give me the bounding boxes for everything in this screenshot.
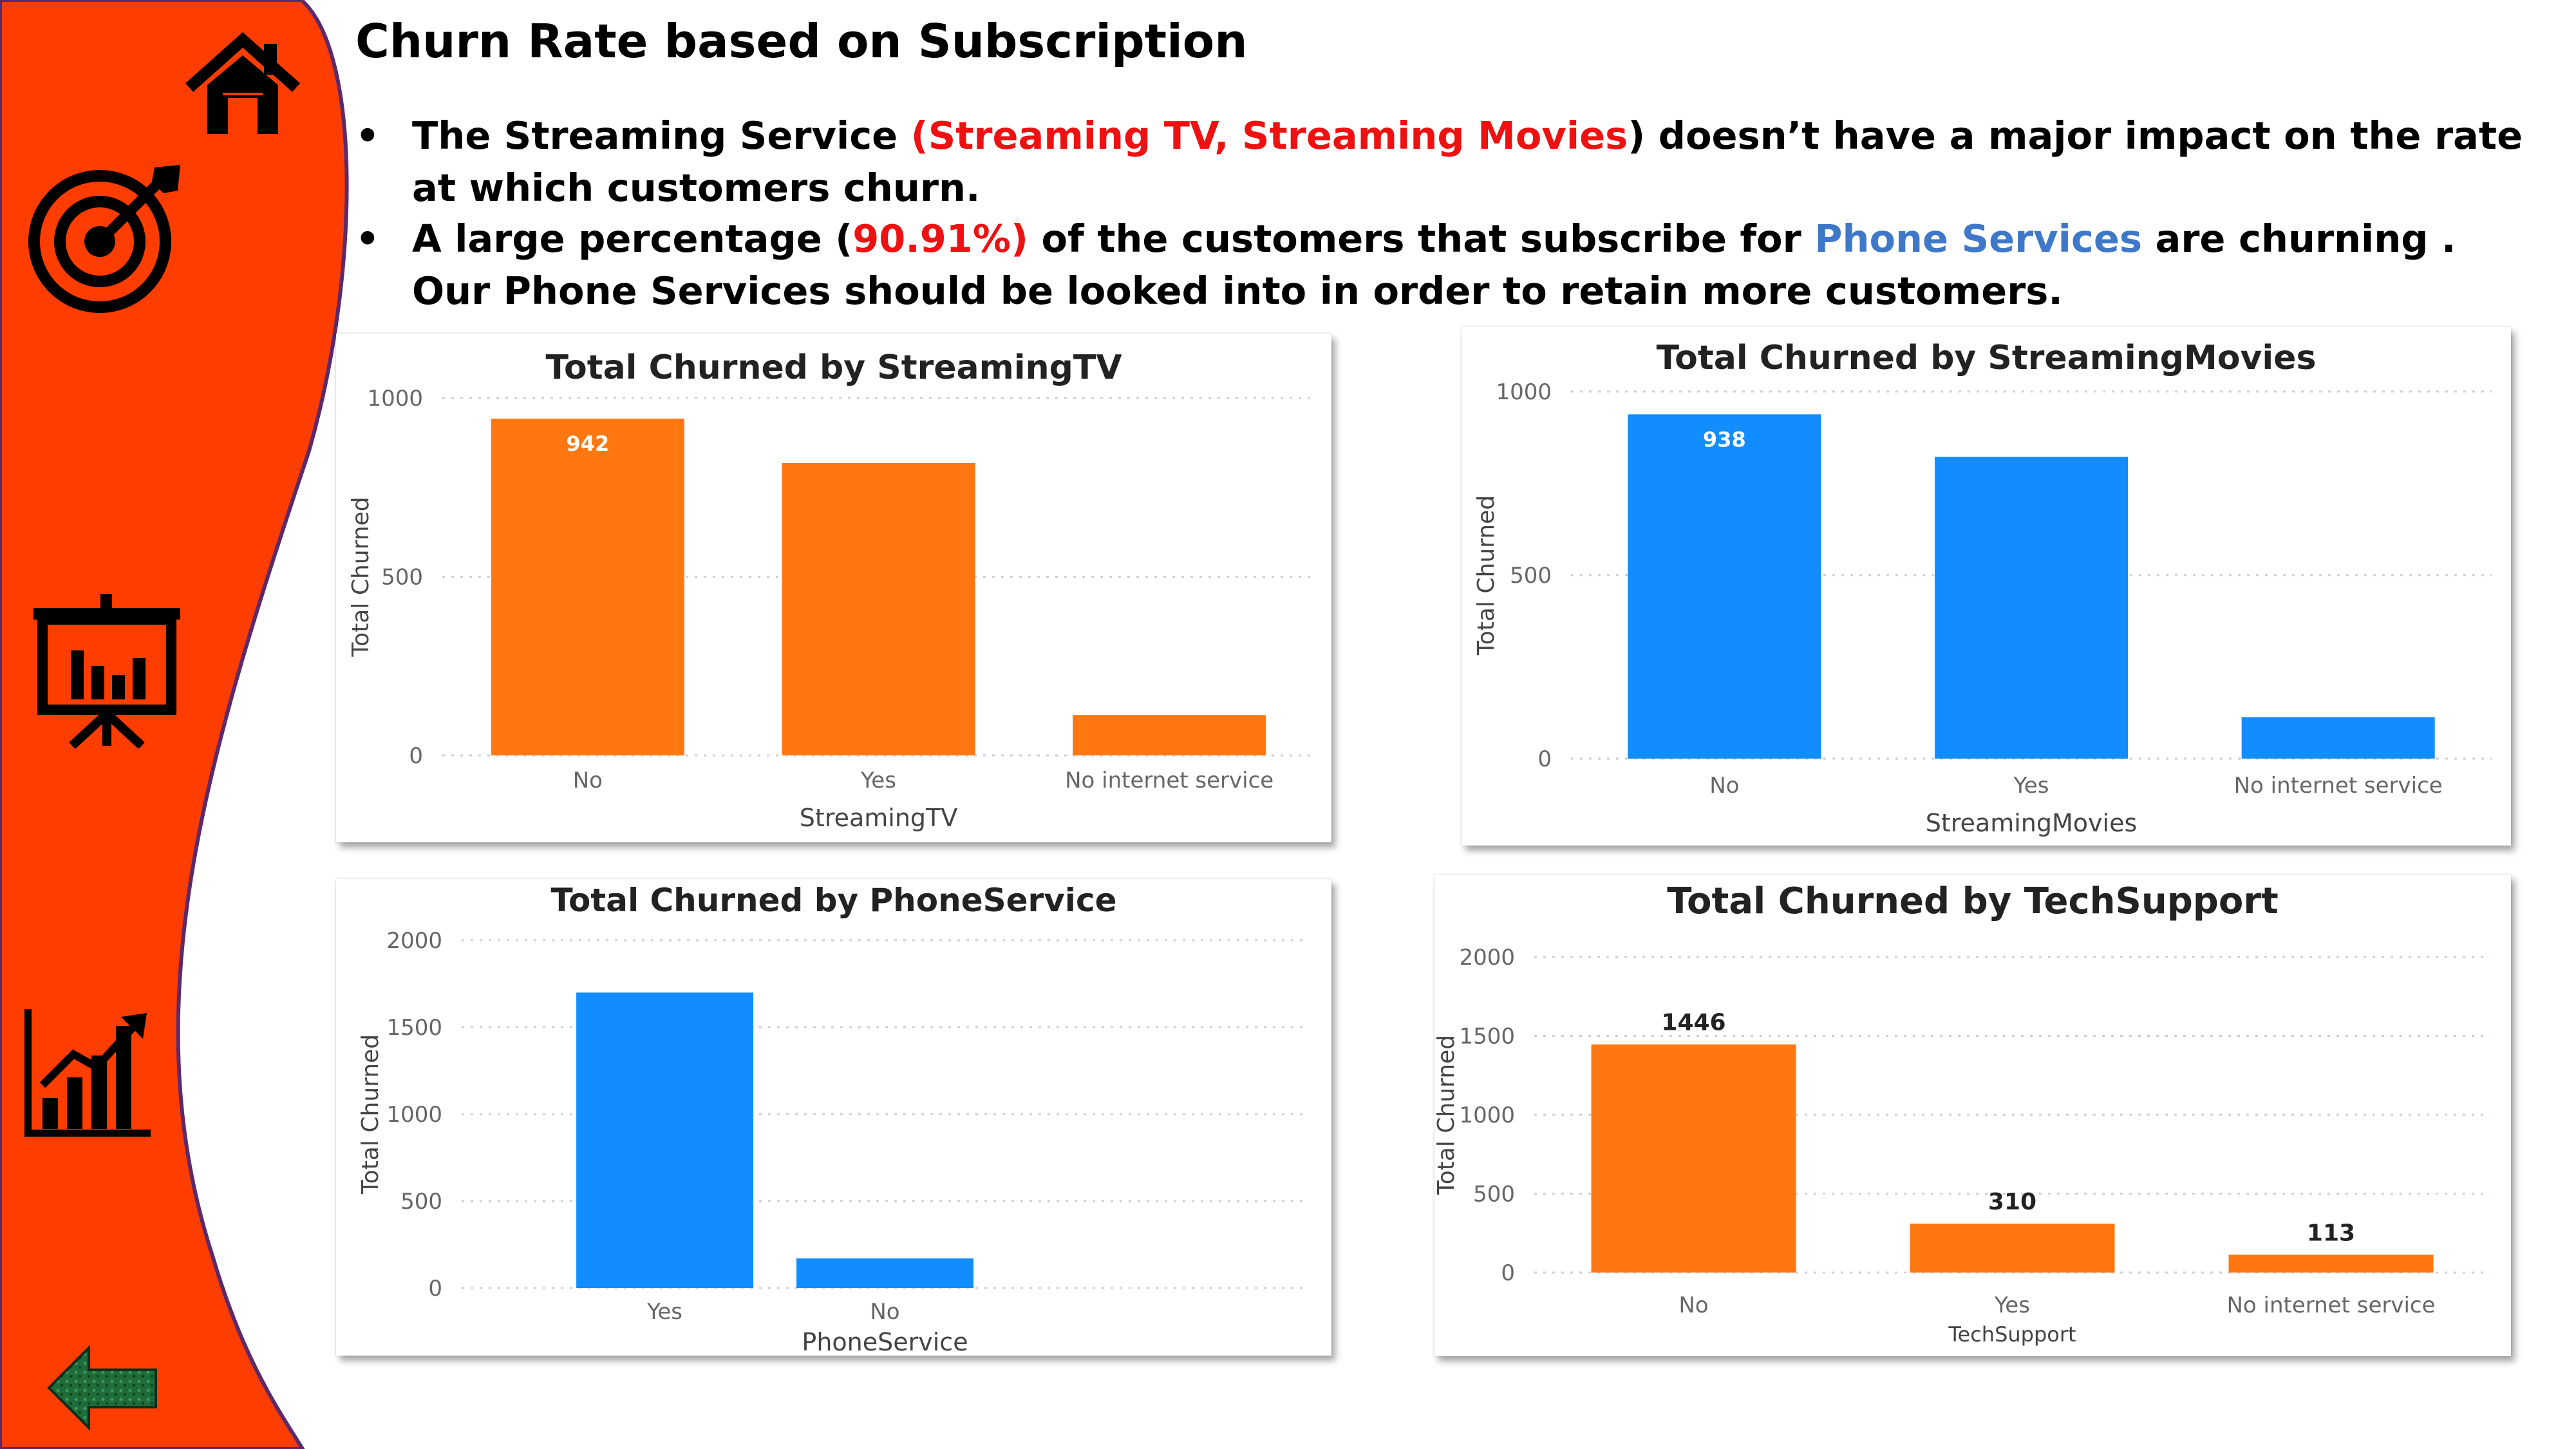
bar[interactable]	[2241, 717, 2435, 759]
x-tick-label: No internet service	[1065, 768, 1274, 793]
x-axis-label: StreamingTV	[800, 804, 957, 832]
y-tick-label: 500	[381, 565, 423, 591]
x-tick-label: No	[870, 1299, 899, 1325]
bar[interactable]	[491, 419, 684, 755]
chart-title: Total Churned by TechSupport	[1667, 880, 2278, 922]
chart-techsupport: Total Churned by TechSupport 0 500 1000 1500…	[1434, 875, 2511, 1356]
y-axis-label: Total Churned	[357, 1034, 384, 1195]
sidebar	[0, 0, 361, 1449]
bullet-text-part: The Streaming Service	[412, 113, 911, 158]
y-tick-label: 2000	[1459, 945, 1515, 971]
sidebar-wave-shape	[0, 0, 349, 1449]
home-icon[interactable]	[182, 31, 304, 140]
bullet-highlight-percentage: 90.91%)	[852, 216, 1028, 261]
bullet-highlight-phone-services: Phone Services	[1814, 216, 2142, 261]
bar[interactable]	[1935, 457, 2128, 759]
bullet-marker: •	[355, 113, 380, 158]
bullet-text-part: are churning . Our Phone Services should…	[412, 216, 2456, 313]
target-icon[interactable]	[26, 161, 187, 316]
chart-phoneservice: Total Churned by PhoneService 0 500 1000 150…	[336, 879, 1331, 1356]
y-tick-label: 1500	[386, 1015, 442, 1041]
y-axis-label: Total Churned	[348, 497, 374, 657]
bullet-phone-churn: • A large percentage (90.91%) of the cus…	[355, 213, 2543, 317]
bar[interactable]	[2228, 1255, 2434, 1273]
x-tick-label: No	[573, 768, 603, 793]
x-tick-label: No internet service	[2234, 773, 2443, 799]
chart-streamingmovies-svg: Total Churned by StreamingMovies 0 500 1000…	[1473, 339, 2492, 837]
chart-title: Total Churned by PhoneService	[550, 882, 1116, 919]
slide-title: Churn Rate based on Subscription	[355, 14, 1248, 68]
y-tick-label: 500	[1473, 1182, 1515, 1208]
y-tick-label: 1000	[367, 386, 423, 412]
bar[interactable]	[782, 463, 975, 755]
x-axis-label: TechSupport	[1948, 1322, 2076, 1347]
presentation-chart-icon[interactable]	[31, 594, 185, 748]
chart-streamingmovies: Total Churned by StreamingMovies 0 500 1000…	[1462, 327, 2511, 846]
bullet-marker: •	[355, 216, 380, 261]
bar[interactable]	[1628, 414, 1821, 759]
bar[interactable]	[576, 992, 754, 1288]
chart-phoneservice-svg: Total Churned by PhoneService 0 500 1000 150…	[357, 882, 1308, 1356]
y-tick-label: 500	[400, 1189, 442, 1215]
x-tick-label: No	[1678, 1293, 1708, 1318]
y-tick-label: 1000	[386, 1102, 442, 1128]
y-tick-label: 1000	[1459, 1103, 1515, 1128]
x-tick-label: Yes	[646, 1299, 682, 1325]
y-tick-label: 1000	[1496, 379, 1552, 405]
y-tick-label: 1500	[1459, 1024, 1515, 1050]
y-tick-label: 2000	[386, 928, 442, 954]
y-tick-label: 500	[1510, 563, 1552, 589]
chart-techsupport-svg: Total Churned by TechSupport 0 500 1000 1500…	[1434, 880, 2490, 1347]
y-axis-label: Total Churned	[1473, 495, 1500, 656]
y-tick-label: 0	[428, 1276, 442, 1302]
back-arrow-icon[interactable]	[46, 1343, 159, 1433]
bar[interactable]	[796, 1258, 973, 1288]
bullet-streaming-impact: • The Streaming Service (Streaming TV, S…	[355, 109, 2543, 214]
x-axis-label: StreamingMovies	[1926, 809, 2138, 837]
growth-chart-icon[interactable]	[24, 1008, 153, 1137]
chart-streamingtv-svg: Total Churned by StreamingTV 0 500 1000 942 N…	[348, 348, 1315, 832]
x-tick-label: Yes	[2013, 773, 2049, 799]
y-tick-label: 0	[1537, 746, 1552, 772]
x-tick-label: No	[1709, 773, 1739, 799]
data-label: 310	[1988, 1189, 2036, 1215]
y-tick-label: 0	[409, 743, 423, 769]
y-tick-label: 0	[1501, 1260, 1515, 1286]
data-label: 938	[1703, 427, 1746, 451]
chart-title: Total Churned by StreamingTV	[545, 348, 1122, 387]
x-axis-label: PhoneService	[802, 1328, 968, 1356]
bullet-text-part: of the customers that subscribe for	[1028, 216, 1815, 261]
chart-title: Total Churned by StreamingMovies	[1657, 339, 2317, 377]
bullet-text-part: A large percentage (	[412, 216, 853, 261]
bar[interactable]	[1591, 1044, 1796, 1273]
bullet-highlight-streaming: (Streaming TV, Streaming Movies	[910, 113, 1628, 158]
data-label: 113	[2307, 1220, 2355, 1246]
chart-streamingtv: Total Churned by StreamingTV 0 500 1000 942 N…	[336, 334, 1331, 842]
data-label: 1446	[1661, 1010, 1725, 1036]
bullet-text-part: ) doesn’t have a major impact on the rat…	[412, 113, 2523, 210]
data-label: 942	[566, 431, 609, 456]
x-tick-label: Yes	[860, 768, 896, 793]
bar[interactable]	[1910, 1224, 2115, 1273]
x-tick-label: No internet service	[2226, 1293, 2435, 1318]
y-axis-label: Total Churned	[1434, 1035, 1460, 1195]
x-tick-label: Yes	[1994, 1293, 2030, 1318]
bar[interactable]	[1073, 715, 1266, 755]
